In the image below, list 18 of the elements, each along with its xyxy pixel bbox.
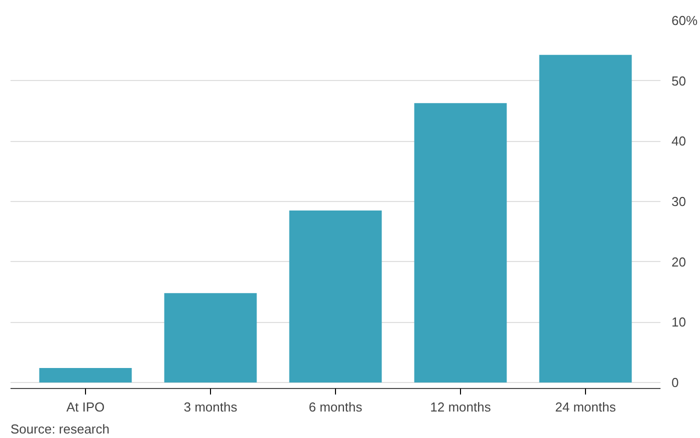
bar xyxy=(39,368,132,382)
bar xyxy=(164,293,257,382)
source-note: Source: research xyxy=(10,422,110,436)
bar xyxy=(289,210,382,382)
bar xyxy=(539,54,632,382)
x-tick-label: 12 months xyxy=(430,400,492,414)
y-tick-label: 0 xyxy=(672,374,679,390)
y-tick-label: 60% xyxy=(672,13,698,28)
x-tick-label: 6 months xyxy=(308,400,363,414)
bar xyxy=(414,103,507,382)
y-tick-label: 40 xyxy=(672,134,686,149)
x-tick-label: 24 months xyxy=(555,400,616,414)
y-tick-label: 30 xyxy=(672,194,686,209)
y-tick-label: 50 xyxy=(672,73,686,88)
y-tick-label: 10 xyxy=(672,314,686,330)
y-tick-label: 20 xyxy=(672,254,686,270)
x-tick-label: 3 months xyxy=(184,400,238,414)
x-tick-label: At IPO xyxy=(66,400,105,414)
